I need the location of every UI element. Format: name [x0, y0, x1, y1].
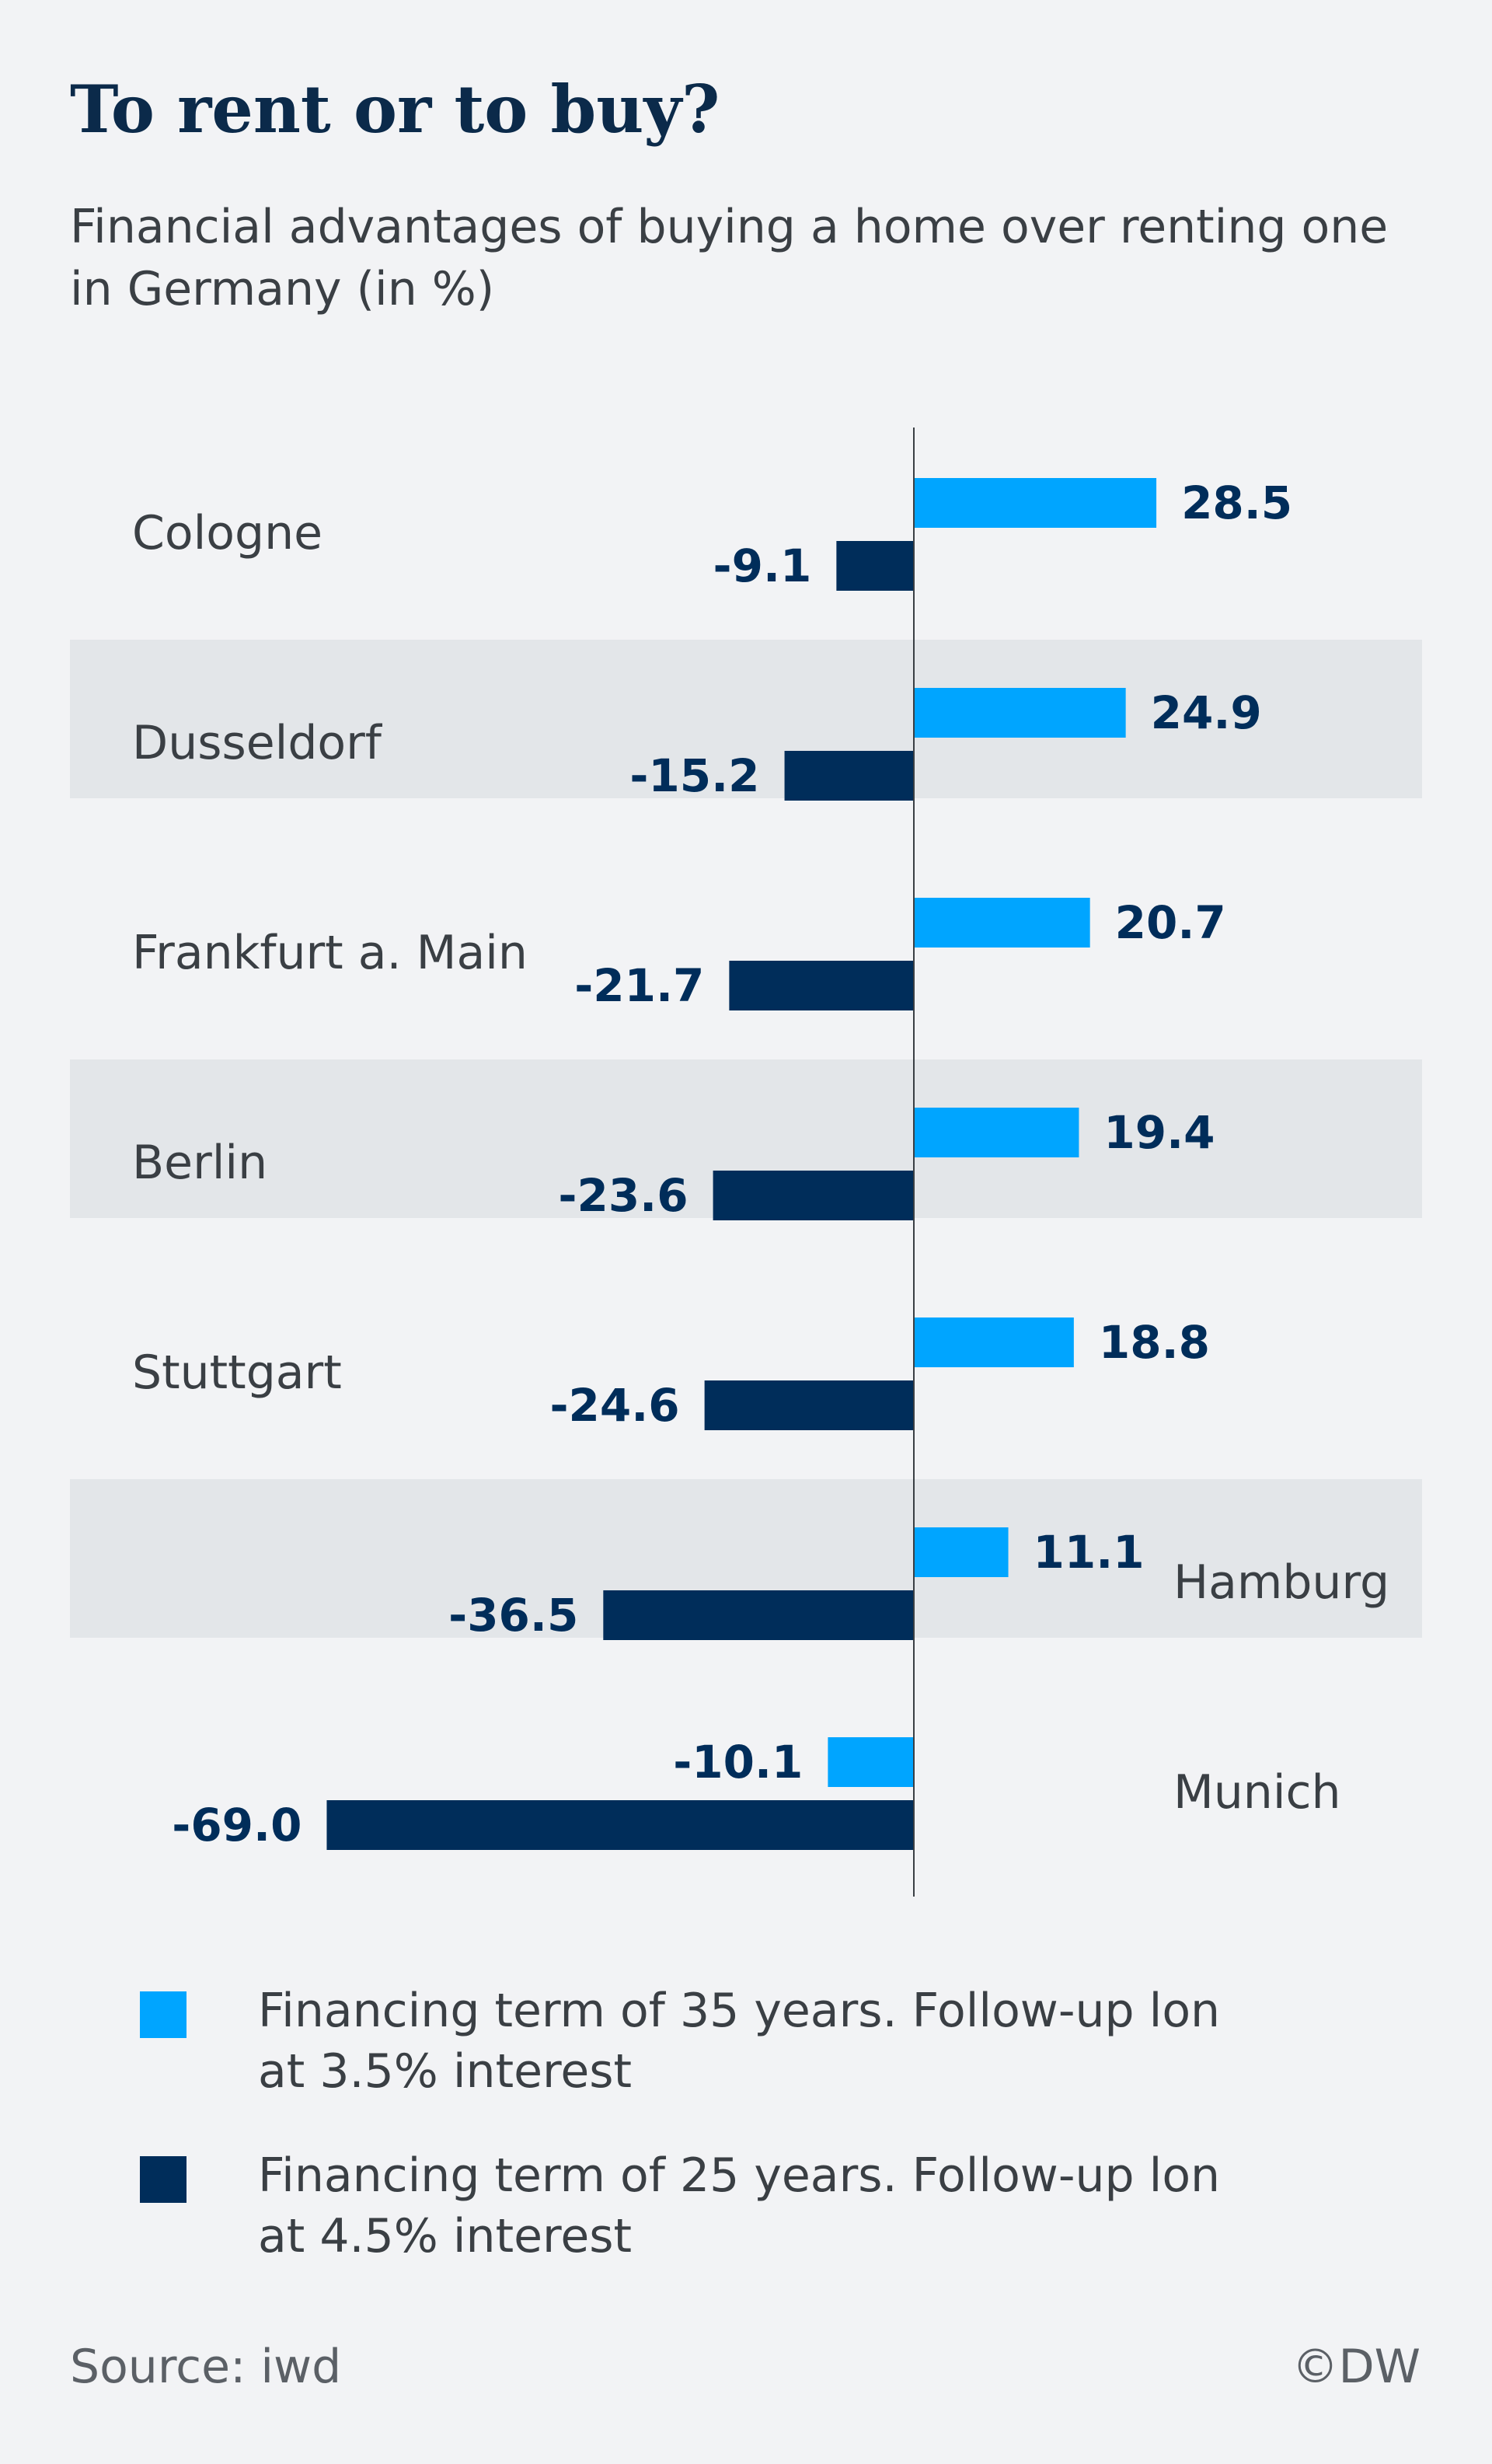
legend-item-35-years: Financing term of 35 years. Follow-up lo…	[140, 1981, 1346, 2102]
value-label-hamburg-35-years: 11.1	[1034, 1526, 1145, 1579]
value-label-cologne-25-years: -9.1	[713, 539, 812, 592]
category-label-frankfurt-a-main: Frankfurt a. Main	[132, 926, 528, 980]
chart-subtitle: Financial advantages of buying a home ov…	[70, 200, 1389, 316]
legend-item-25-years: Financing term of 25 years. Follow-up lo…	[140, 2145, 1346, 2267]
bar-dusseldorf-35-years	[914, 688, 1126, 738]
value-label-cologne-35-years: 28.5	[1181, 476, 1292, 529]
value-label-berlin-35-years: 19.4	[1103, 1106, 1215, 1159]
value-label-munich-35-years: -10.1	[673, 1736, 803, 1789]
row-band-dusseldorf	[70, 640, 1422, 798]
category-label-stuttgart: Stuttgart	[132, 1345, 342, 1400]
value-label-stuttgart-35-years: 18.8	[1099, 1316, 1210, 1369]
bar-frankfurt-a-main-25-years	[729, 961, 914, 1010]
value-label-dusseldorf-35-years: 24.9	[1151, 686, 1262, 739]
value-label-stuttgart-25-years: -24.6	[549, 1379, 679, 1432]
category-label-dusseldorf: Dusseldorf	[132, 716, 383, 770]
bar-chart: 28.5 -9.1 Cologne 24.9 -15.2 Dusseldorf 20.7 -2…	[70, 428, 1422, 1897]
legend-swatch-25-years	[140, 2156, 186, 2203]
bar-dusseldorf-25-years	[784, 751, 914, 801]
category-label-berlin: Berlin	[132, 1136, 267, 1190]
bar-hamburg-35-years	[914, 1527, 1009, 1577]
bar-munich-35-years	[828, 1737, 914, 1787]
chart-title: To rent or to buy?	[70, 71, 720, 148]
source-note: Source: iwd	[70, 2340, 342, 2394]
bar-hamburg-25-years	[603, 1590, 914, 1640]
bar-cologne-35-years	[914, 478, 1157, 528]
bar-munich-25-years	[326, 1800, 914, 1850]
value-label-berlin-25-years: -23.6	[558, 1169, 688, 1222]
category-label-hamburg: Hamburg	[1173, 1555, 1389, 1610]
dw-credit: ©DW	[1292, 2340, 1421, 2394]
value-label-frankfurt-a-main-35-years: 20.7	[1115, 896, 1226, 949]
bar-berlin-25-years	[713, 1171, 914, 1220]
value-label-hamburg-25-years: -36.5	[448, 1589, 578, 1642]
category-label-munich: Munich	[1173, 1765, 1341, 1820]
value-label-dusseldorf-25-years: -15.2	[629, 749, 759, 802]
bar-stuttgart-35-years	[914, 1318, 1074, 1367]
value-label-frankfurt-a-main-25-years: -21.7	[574, 959, 704, 1012]
bar-stuttgart-25-years	[704, 1380, 914, 1430]
legend-swatch-35-years	[140, 1991, 186, 2038]
category-label-cologne: Cologne	[132, 506, 322, 560]
value-label-munich-25-years: -69.0	[172, 1799, 302, 1851]
bar-berlin-35-years	[914, 1108, 1079, 1157]
legend-label-25-years: Financing term of 25 years. Follow-up lo…	[258, 2148, 1221, 2263]
legend-label-35-years: Financing term of 35 years. Follow-up lo…	[258, 1984, 1221, 2099]
bar-cologne-25-years	[836, 541, 914, 591]
bar-frankfurt-a-main-35-years	[914, 898, 1090, 948]
